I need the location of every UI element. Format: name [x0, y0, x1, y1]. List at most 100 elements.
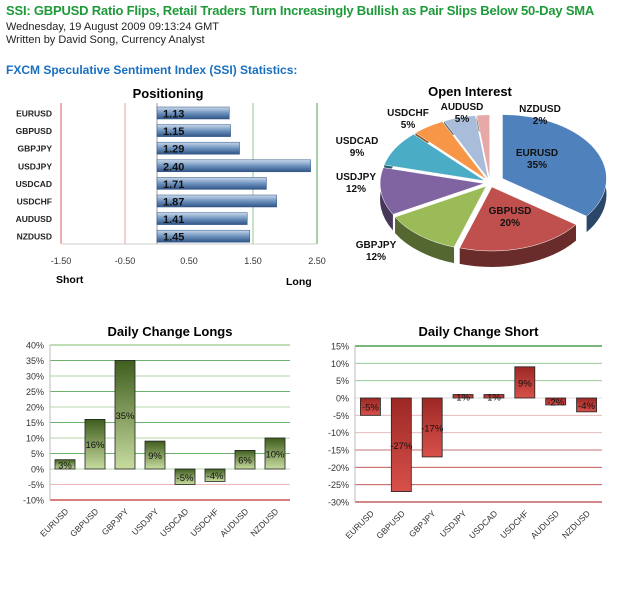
pie-slice-nzdusd [476, 114, 490, 179]
pie-label-value: 2% [532, 116, 548, 127]
pie-slice-usdchf [414, 121, 487, 180]
x-tick-label: GBPJPY [100, 506, 131, 537]
pie-label: USDCAD 9% [329, 136, 385, 160]
pie-label-category: GBPJPY [355, 240, 397, 251]
bar [156, 141, 240, 155]
bar-value-label: 1.29 [163, 144, 184, 156]
pie-label: EURUSD 35% [509, 148, 565, 172]
bar [452, 394, 474, 399]
daily-change-short-chart: Daily Change Short -30% -25% -20% -15% -10% -5… [328, 324, 602, 541]
pie-label-value: 5% [400, 120, 416, 131]
pie-label-category: USDJPY [335, 172, 376, 183]
x-tick-label: GBPUSD [374, 508, 406, 540]
bar-value-label: -2% [547, 397, 564, 408]
pie-label-value: 35% [526, 160, 547, 171]
bar [390, 397, 412, 492]
pie-label: USDCHF 5% [380, 108, 436, 132]
chart-title: Daily Change Short [419, 324, 540, 339]
y-tick-label: -10% [23, 496, 44, 506]
x-tick-label: AUDUSD [529, 508, 561, 540]
bar [204, 468, 226, 482]
y-tick-label: -15% [328, 446, 349, 456]
bar-value-label: 16% [85, 440, 105, 451]
bar [483, 394, 505, 399]
bar-value-label: 1% [456, 392, 470, 403]
pie-label-category: NZDUSD [519, 104, 561, 115]
bar-value-label: 6% [238, 456, 252, 467]
y-tick-label: -10% [328, 428, 349, 438]
x-tick-label: USDJPY [130, 506, 161, 537]
y-tick-label: 15% [331, 342, 349, 352]
bar [156, 177, 267, 190]
article-date: Wednesday, 19 August 2009 09:13:24 GMT [6, 21, 220, 33]
y-tick-label: 20% [26, 403, 44, 413]
y-tick-label: 0% [31, 465, 44, 475]
bar-value-label: 35% [115, 411, 135, 422]
chart-title: Daily Change Longs [108, 324, 233, 339]
daily-change-longs-chart: Daily Change Longs -10% -5% 0% 5% 10% 15% 20% 25… [23, 324, 290, 539]
bar-value-label: 2.40 [163, 161, 184, 173]
bar-value-label: 1.87 [163, 197, 184, 209]
article-title[interactable]: SSI: GBPUSD Ratio Flips, Retail Traders … [6, 3, 595, 18]
pie-label-value: 12% [345, 184, 366, 195]
bar [360, 397, 381, 416]
pie-slice-usdjpy [379, 167, 485, 215]
pie-slice-gbpjpy [394, 185, 487, 248]
y-tick-label: -5% [28, 480, 44, 490]
pie-slice-gbpusd [459, 186, 577, 252]
x-tick-label: USDCAD [158, 506, 190, 538]
bar [114, 360, 136, 470]
open-interest-chart: Open Interest [379, 84, 607, 267]
article-author: Written by David Song, Currency Analyst [6, 34, 205, 46]
y-tick-label: 30% [26, 372, 44, 382]
category-label: AUDUSD [16, 214, 52, 224]
y-tick-label: 10% [331, 359, 349, 369]
x-tick-label: -1.50 [51, 256, 72, 266]
bar [156, 229, 251, 243]
bar [156, 124, 231, 137]
bar [234, 449, 256, 470]
pie-label-value: 20% [499, 218, 520, 229]
pie-slice-usdcad [383, 133, 485, 182]
category-label: GBPUSD [16, 126, 52, 136]
pie-label: NZDUSD 2% [512, 104, 568, 128]
x-tick-label: USDJPY [438, 508, 469, 539]
chart-title: Positioning [133, 86, 204, 101]
bar-value-label: 1.15 [163, 126, 184, 138]
pie-slice-eurusd [502, 114, 607, 217]
pie-label-value: 9% [349, 148, 365, 159]
section-heading: FXCM Speculative Sentiment Index (SSI) S… [6, 63, 298, 77]
y-tick-label: 40% [26, 341, 44, 351]
bar [514, 366, 536, 399]
bar-value-label: 1.13 [163, 109, 184, 121]
bar-value-label: 10% [265, 450, 285, 461]
bar [156, 159, 311, 173]
bar [264, 437, 286, 470]
y-tick-label: 15% [26, 418, 44, 428]
pie-label: GBPUSD 20% [482, 206, 538, 230]
bar-value-label: -27% [390, 441, 413, 452]
y-tick-label: -5% [333, 411, 349, 421]
x-tick-label: NZDUSD [560, 508, 592, 540]
category-label: USDCHF [17, 197, 52, 207]
pie-label: GBPJPY 12% [348, 240, 404, 264]
bar [84, 419, 106, 470]
x-tick-label: NZDUSD [248, 506, 280, 538]
bar [156, 106, 230, 120]
x-tick-label: EURUSD [343, 508, 375, 540]
x-tick-label: GBPJPY [407, 508, 438, 539]
category-label: USDCAD [16, 179, 52, 189]
pie-label-value: 5% [454, 114, 470, 125]
bar-value-label: 9% [148, 451, 162, 462]
bar [174, 468, 196, 485]
bar-value-label: -5% [362, 403, 379, 414]
bar [576, 397, 597, 413]
x-tick-label: GBPUSD [68, 506, 100, 538]
short-label: Short [56, 274, 84, 286]
chart-title: Open Interest [428, 84, 512, 99]
bar-value-label: -17% [421, 423, 444, 434]
bar-value-label: 1% [487, 392, 501, 403]
pie-label-value: 12% [365, 252, 386, 263]
x-tick-label: USDCAD [467, 508, 499, 540]
x-tick-label: EURUSD [38, 506, 70, 538]
